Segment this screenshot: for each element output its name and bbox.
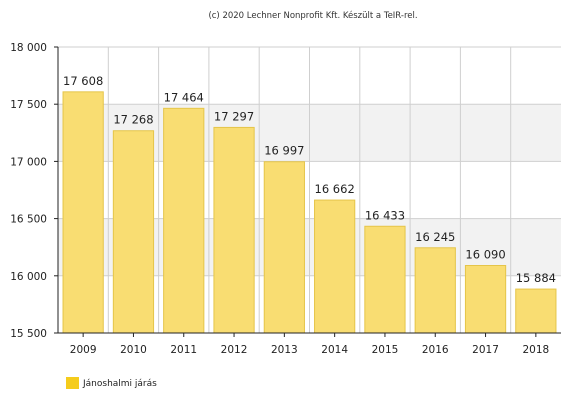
data-label-2016: 16 245 <box>415 230 455 244</box>
x-tick-label-2011: 2011 <box>170 344 197 356</box>
bar-2009 <box>62 91 104 334</box>
y-tick-label: 17 000 <box>10 156 47 168</box>
data-label-2009: 17 608 <box>63 74 103 88</box>
bar-2010 <box>112 130 155 334</box>
data-labels: 17 608 17 268 17 464 17 297 16 997 16 662 16 4… <box>63 74 556 285</box>
data-label-2017: 16 090 <box>465 248 505 262</box>
data-label-2010: 17 268 <box>113 113 153 127</box>
data-label-2011: 17 464 <box>164 90 204 104</box>
legend-label: Jánoshalmi járás <box>82 379 157 389</box>
x-tick-label-2016: 2016 <box>422 344 449 356</box>
axes <box>57 47 561 334</box>
y-tick-labels: 15 500 16 000 16 500 17 000 17 500 18 000 <box>10 42 58 340</box>
y-tick-label: 18 000 <box>10 42 47 54</box>
legend: Jánoshalmi járás <box>66 377 157 389</box>
bar-2018 <box>515 288 557 334</box>
x-tick-label-2015: 2015 <box>372 344 399 356</box>
data-label-2018: 15 884 <box>516 271 556 285</box>
legend-swatch <box>66 377 79 389</box>
x-tick-label-2018: 2018 <box>522 344 549 356</box>
x-tick-label-2013: 2013 <box>271 344 298 356</box>
x-tick-labels: 2009 2010 2011 2012 2013 2014 2015 2016 2017 2018 <box>70 333 549 356</box>
data-label-2015: 16 433 <box>365 208 405 222</box>
x-tick-label-2009: 2009 <box>70 344 97 356</box>
y-tick-label: 17 500 <box>10 99 47 111</box>
data-label-2014: 16 662 <box>315 182 355 196</box>
y-tick-label: 16 500 <box>10 214 47 226</box>
bar-2016 <box>414 247 456 334</box>
x-tick-label-2010: 2010 <box>120 344 147 356</box>
x-tick-label-2012: 2012 <box>221 344 248 356</box>
bars <box>62 91 557 334</box>
bar-2012 <box>213 126 255 334</box>
bar-2013 <box>263 161 305 334</box>
credit-text: (c) 2020 Lechner Nonprofit Kft. Készült … <box>208 10 417 21</box>
y-tick-label: 15 500 <box>10 328 47 340</box>
y-tick-label: 16 000 <box>10 271 47 283</box>
x-tick-label-2014: 2014 <box>321 344 348 356</box>
bar-2011 <box>163 107 205 334</box>
x-tick-label-2017: 2017 <box>472 344 499 356</box>
bar-2017 <box>464 265 507 334</box>
data-label-2013: 16 997 <box>264 144 304 158</box>
bar-2014 <box>314 199 356 334</box>
data-label-2012: 17 297 <box>214 109 254 123</box>
bar-2015 <box>364 225 406 334</box>
